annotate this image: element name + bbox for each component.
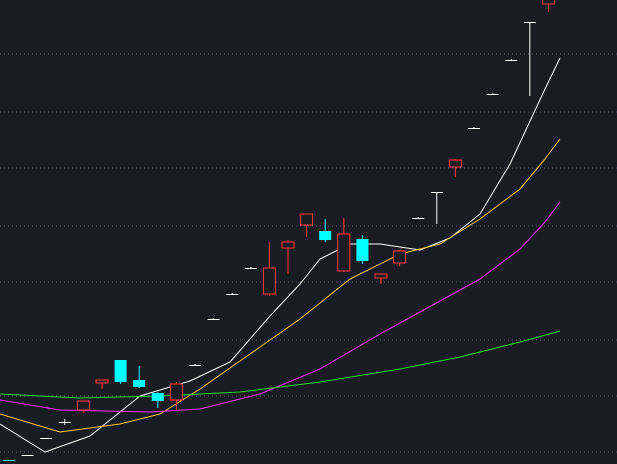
series-line-0 bbox=[0, 57, 561, 453]
grid-lines bbox=[0, 53, 617, 453]
candle-body bbox=[374, 273, 388, 279]
candle bbox=[244, 267, 257, 269]
candle-body bbox=[393, 250, 407, 264]
candle bbox=[169, 382, 183, 410]
series-line-1 bbox=[0, 138, 561, 433]
candle-body bbox=[356, 239, 369, 261]
candle bbox=[337, 218, 351, 272]
candle-body bbox=[76, 400, 90, 411]
candle bbox=[40, 438, 53, 439]
candle bbox=[430, 192, 443, 224]
candle bbox=[374, 273, 388, 284]
candle bbox=[523, 22, 536, 96]
candle-body bbox=[430, 192, 443, 193]
candle-body bbox=[412, 218, 425, 219]
candle bbox=[189, 364, 201, 366]
candle-body bbox=[58, 422, 71, 423]
candle-body bbox=[319, 231, 332, 240]
candle-body bbox=[95, 379, 109, 384]
candle bbox=[393, 250, 407, 266]
candle-body bbox=[448, 159, 462, 168]
candle bbox=[468, 127, 480, 129]
candle-body bbox=[337, 233, 351, 272]
candle bbox=[21, 455, 34, 456]
candle bbox=[58, 419, 71, 425]
candle-body bbox=[207, 319, 220, 320]
candle-body bbox=[226, 294, 239, 295]
candle-body bbox=[40, 438, 53, 439]
candle bbox=[319, 219, 332, 242]
moving-average-lines bbox=[0, 57, 561, 453]
candle bbox=[262, 242, 276, 296]
candle bbox=[114, 360, 127, 384]
candle-body bbox=[505, 60, 518, 61]
candle bbox=[448, 159, 462, 177]
candle bbox=[207, 318, 220, 320]
candle bbox=[541, 0, 555, 12]
candle bbox=[486, 93, 499, 95]
candle bbox=[281, 240, 295, 274]
candle-body bbox=[523, 22, 536, 23]
candle-body bbox=[151, 393, 164, 401]
candle-body bbox=[262, 267, 276, 295]
candle-body bbox=[114, 360, 127, 382]
candle bbox=[151, 392, 164, 408]
candle-body bbox=[486, 94, 499, 95]
candle-body bbox=[244, 268, 257, 269]
candle bbox=[3, 460, 15, 461]
candle bbox=[356, 235, 369, 264]
candle-body bbox=[300, 213, 314, 226]
candle bbox=[95, 379, 109, 389]
series-line-2 bbox=[0, 201, 561, 413]
candle-body bbox=[468, 128, 480, 129]
candle bbox=[300, 213, 314, 237]
candle-body bbox=[281, 241, 295, 249]
candle-body bbox=[189, 365, 201, 366]
candle-body bbox=[133, 380, 146, 387]
candle bbox=[505, 59, 518, 61]
candle bbox=[76, 400, 90, 413]
candle-body bbox=[3, 460, 15, 461]
candle bbox=[412, 217, 425, 219]
candle-body bbox=[541, 0, 555, 5]
candle-body bbox=[169, 383, 183, 401]
series-line-3 bbox=[0, 330, 561, 399]
candle-body bbox=[21, 455, 34, 456]
candles bbox=[3, 0, 555, 461]
candle bbox=[226, 293, 239, 295]
candle bbox=[133, 366, 146, 388]
